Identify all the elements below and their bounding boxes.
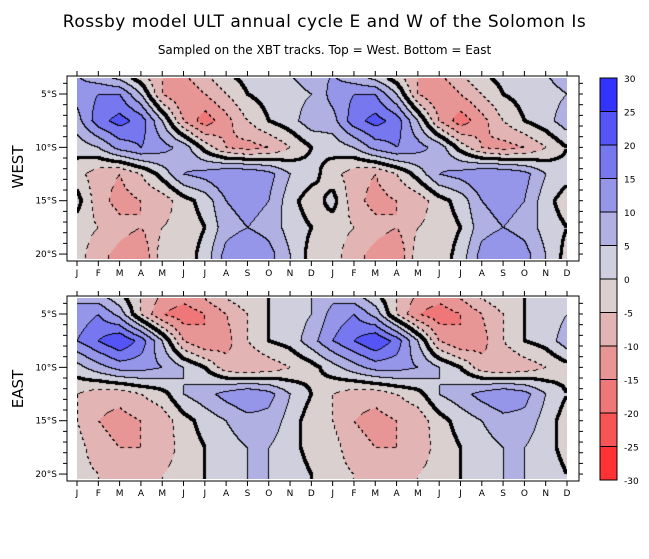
x-tick-label: M: [371, 489, 379, 499]
y-tick-label: 20°S: [35, 250, 57, 260]
x-tick-label: A: [138, 269, 145, 279]
y-tick-label: 10°S: [35, 363, 57, 373]
colorbar-label: 30: [624, 75, 636, 85]
colorbar-label: -15: [624, 377, 639, 387]
colorbar-swatch: [599, 446, 618, 481]
colorbar-label: -10: [624, 343, 639, 353]
x-tick-label: J: [437, 269, 441, 279]
x-tick-label: S: [245, 269, 251, 279]
x-tick-label: M: [116, 269, 124, 279]
x-tick-label: M: [414, 489, 422, 499]
west-contour-field: [77, 78, 567, 259]
colorbar-label: 10: [624, 209, 636, 219]
x-tick-label: J: [75, 269, 79, 279]
y-tick-label: 15°S: [35, 197, 57, 207]
x-tick-label: J: [458, 489, 462, 499]
y-tick-label: 10°S: [35, 143, 57, 153]
colorbar-swatch: [599, 345, 618, 380]
x-tick-label: M: [414, 269, 422, 279]
x-tick-label: J: [202, 489, 206, 499]
colorbar-swatch: [599, 379, 618, 414]
east-contour-field: [77, 298, 567, 479]
x-tick-label: F: [351, 269, 356, 279]
x-tick-label: O: [265, 269, 272, 279]
x-tick-label: S: [500, 489, 506, 499]
colorbar-swatch: [599, 144, 618, 179]
colorbar-swatch: [599, 211, 618, 246]
x-tick-label: O: [265, 489, 272, 499]
x-tick-label: D: [308, 269, 315, 279]
colorbar-swatch: [599, 178, 618, 213]
x-tick-label: O: [521, 269, 528, 279]
x-tick-label: A: [223, 489, 230, 499]
x-tick-label: J: [330, 269, 334, 279]
colorbar-label: 15: [624, 176, 635, 186]
x-tick-label: J: [458, 269, 462, 279]
colorbar-label: -5: [624, 310, 633, 320]
x-tick-label: A: [138, 489, 145, 499]
x-tick-label: N: [542, 269, 549, 279]
x-tick-label: J: [202, 269, 206, 279]
x-tick-label: J: [181, 269, 185, 279]
x-tick-label: N: [287, 489, 294, 499]
y-tick-label: 5°S: [41, 310, 57, 320]
colorbar-label: 20: [624, 142, 636, 152]
x-tick-label: M: [158, 489, 166, 499]
x-tick-label: A: [479, 269, 486, 279]
x-tick-label: J: [330, 489, 334, 499]
y-tick-label: 15°S: [35, 417, 57, 427]
x-tick-label: D: [564, 269, 571, 279]
colorbar-label: 5: [624, 243, 630, 253]
colorbar-swatch: [599, 312, 618, 347]
colorbar-swatch: [599, 245, 618, 280]
x-tick-label: A: [479, 489, 486, 499]
x-tick-label: S: [245, 489, 251, 499]
x-tick-label: J: [437, 489, 441, 499]
x-tick-label: S: [500, 269, 506, 279]
colorbar-swatch: [599, 77, 618, 112]
colorbar-label: -30: [624, 477, 639, 487]
x-tick-label: F: [96, 269, 101, 279]
y-tick-label: 20°S: [35, 470, 57, 480]
x-tick-label: J: [75, 489, 79, 499]
x-tick-label: A: [393, 269, 400, 279]
x-tick-label: M: [371, 269, 379, 279]
x-tick-label: F: [351, 489, 356, 499]
x-tick-label: N: [542, 489, 549, 499]
x-tick-label: A: [393, 489, 400, 499]
colorbar-swatch: [599, 412, 618, 447]
x-tick-label: O: [521, 489, 528, 499]
x-tick-label: D: [308, 489, 315, 499]
x-tick-label: A: [223, 269, 230, 279]
colorbar-label: 0: [624, 276, 630, 286]
colorbar-label: 25: [624, 109, 635, 119]
chart-subtitle: Sampled on the XBT tracks. Top = West. B…: [157, 43, 492, 57]
chart-title: Rossby model ULT annual cycle E and W of…: [62, 12, 587, 32]
colorbar-label: -25: [624, 444, 639, 454]
y-tick-label: 5°S: [41, 90, 57, 100]
x-tick-label: M: [116, 489, 124, 499]
colorbar-swatch: [599, 278, 618, 313]
x-tick-label: D: [564, 489, 571, 499]
colorbar-label: -20: [624, 410, 639, 420]
colorbar-swatch: [599, 111, 618, 146]
x-tick-label: F: [96, 489, 101, 499]
x-tick-label: N: [287, 269, 294, 279]
plot-frame-west: [66, 75, 580, 262]
plot-frame-east: [66, 295, 580, 482]
x-tick-label: M: [158, 269, 166, 279]
x-tick-label: J: [181, 489, 185, 499]
